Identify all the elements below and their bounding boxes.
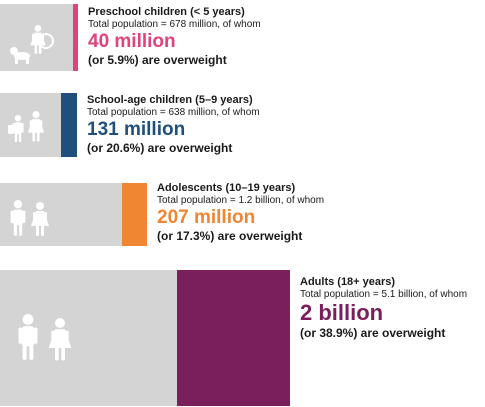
total-population-text: Total population = 678 million, of whom: [88, 19, 261, 30]
overweight-share: (or 38.9%) are overweight: [300, 326, 446, 340]
adult-pair-icon: [18, 314, 72, 361]
total-population-text: Total population = 1.2 billion, of whom: [157, 195, 325, 206]
overweight-block: [61, 93, 77, 157]
adolescent-pair-icon: [10, 200, 49, 236]
overweight-count: 131 million: [87, 119, 186, 140]
overweight-share: (or 17.3%) are overweight: [157, 229, 303, 243]
overweight-share: (or 20.6%) are overweight: [87, 141, 233, 155]
overweight-count: 40 million: [88, 31, 176, 52]
children-walking-icon: [8, 111, 45, 143]
toddler-and-child-icon: [10, 25, 54, 64]
overweight-count: 2 billion: [300, 300, 384, 325]
total-population-text: Total population = 5.1 billion, of whom: [300, 289, 468, 300]
group-label: School-age children (5–9 years) Total pop…: [87, 94, 260, 155]
group-title: School-age children (5–9 years): [87, 94, 253, 106]
overweight-block: [73, 4, 78, 71]
overweight-count: 207 million: [157, 207, 256, 228]
overweight-block: [122, 183, 147, 246]
group-title: Preschool children (< 5 years): [88, 6, 245, 18]
group-label: Adolescents (10–19 years) Total populatio…: [157, 182, 324, 243]
total-population-text: Total population = 638 million, of whom: [87, 107, 260, 118]
group-label: Adults (18+ years) Total population = 5.1…: [300, 276, 467, 340]
group-title: Adolescents (10–19 years): [157, 182, 296, 194]
group-label: Preschool children (< 5 years) Total popu…: [88, 6, 261, 67]
group-title: Adults (18+ years): [300, 276, 396, 288]
overweight-block: [177, 270, 290, 406]
overweight-share: (or 5.9%) are overweight: [88, 53, 227, 67]
